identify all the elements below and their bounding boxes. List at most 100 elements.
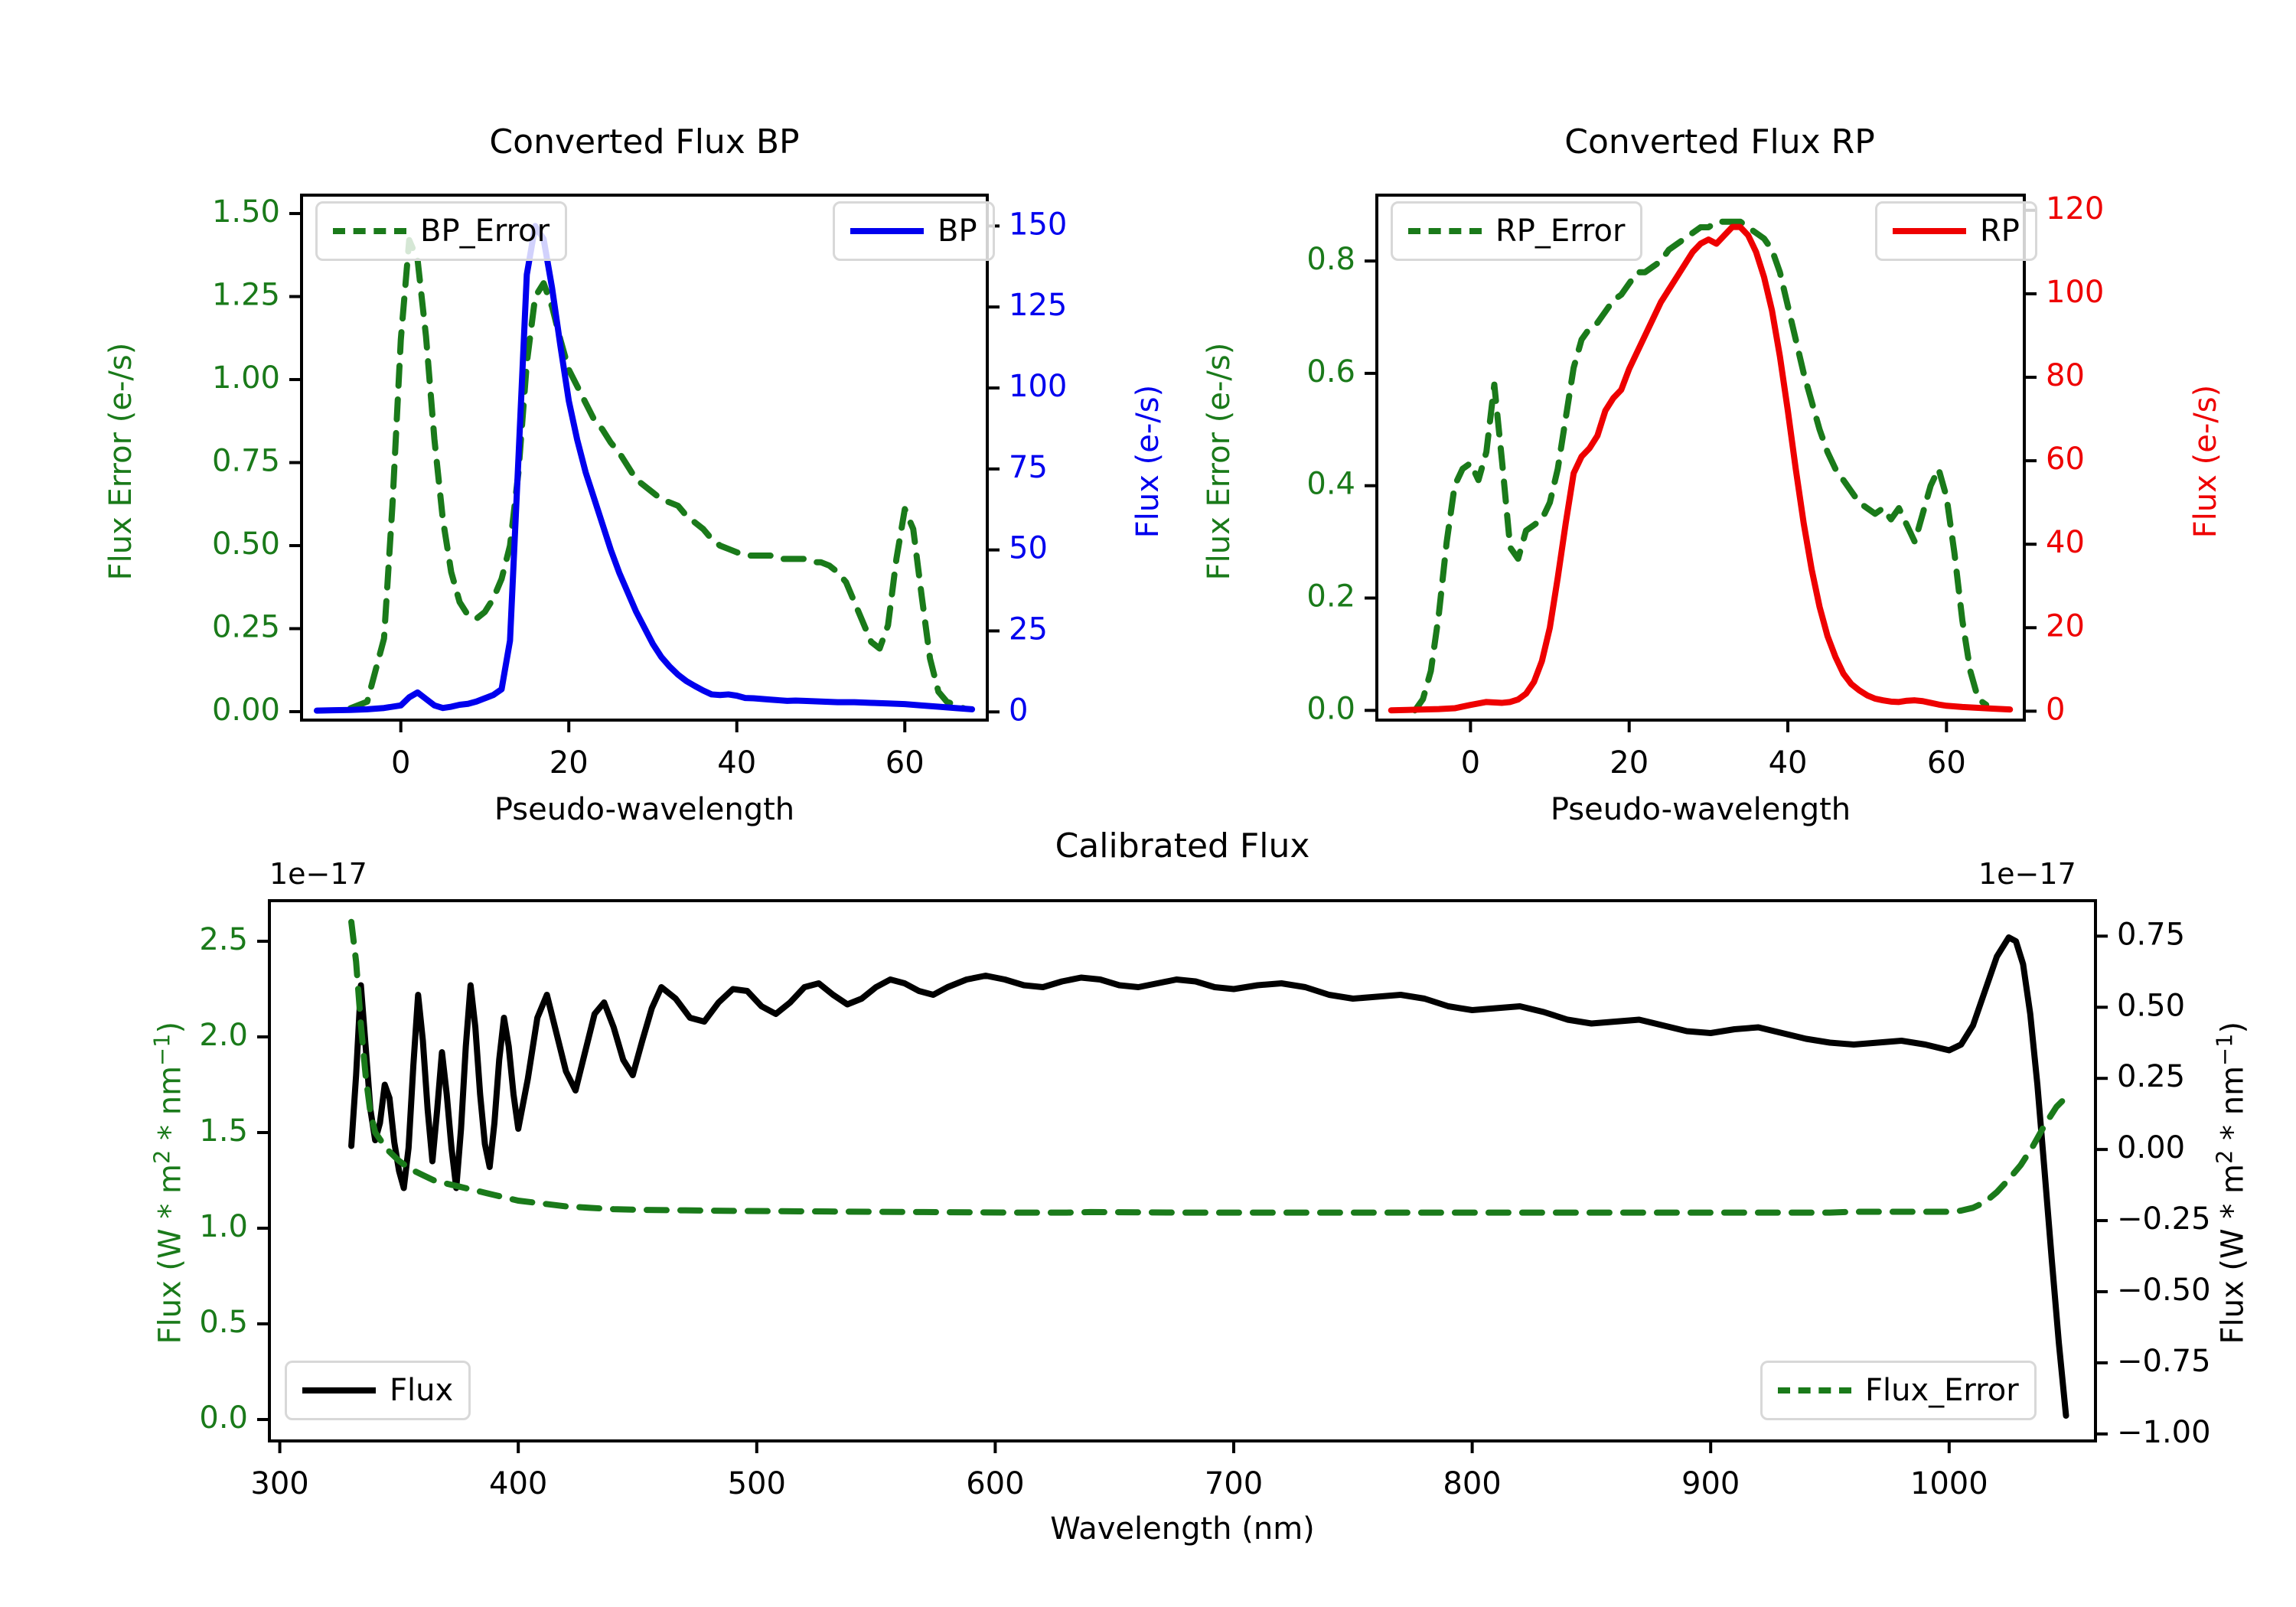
cal-title: Calibrated Flux [1055,826,1310,865]
cal-ylabel-right: Flux (W * m2 * nm−1) [2211,915,2250,1451]
y-tick-label-right: 125 [1009,288,1067,323]
y-tick-label-right: −0.25 [2117,1201,2211,1237]
series-bp-line [313,223,976,714]
y-tick-label-left: 0.25 [212,609,280,644]
x-tick-label: 40 [717,745,756,781]
series-bp-error-line [347,236,967,712]
y-tick-label-right: −0.50 [2117,1273,2211,1308]
x-tick-label: 60 [1927,745,1966,781]
y-tick-label-left: 0.0 [1306,691,1355,726]
x-tick-label: 500 [728,1466,786,1501]
y-tick-label-right: 0.00 [2117,1130,2185,1165]
cal-ylabel-left: Flux (W * m2 * nm−1) [148,915,188,1451]
cal-ylabel-left-post: ) [152,1021,188,1034]
rp-legend-flux[interactable]: RP [1875,201,2037,261]
y-tick-label-left: 1.50 [212,194,280,230]
bp-axes-frame [300,194,989,722]
cal-xlabel: Wavelength (nm) [1050,1511,1315,1547]
y-tick-label-right: 25 [1009,611,1048,647]
cal-ylabel-left-sup2: −1 [148,1033,175,1066]
y-tick-label-right: 80 [2046,358,2085,393]
y-tick-label-left: 2.0 [199,1018,248,1053]
y-tick-label-right: 75 [1009,450,1048,485]
y-tick-label-right: 0.50 [2117,988,2185,1023]
x-tick-label: 700 [1205,1466,1263,1501]
cal-flux-legend-swatch [302,1387,376,1393]
rp-axes-frame [1375,194,2026,722]
y-tick-label-right: 20 [2046,608,2085,644]
x-tick-label: 900 [1681,1466,1740,1501]
rp-error-legend-label: RP_Error [1495,214,1626,249]
cal-legend-flux[interactable]: Flux [285,1361,471,1420]
y-tick-label-right: 40 [2046,525,2085,560]
y-tick-label-right: 0.25 [2117,1059,2185,1094]
y-tick-label-left: 1.00 [212,360,280,396]
y-tick-label-left: 1.0 [199,1209,248,1244]
y-tick-label-right: 0 [1009,693,1028,728]
y-tick-label-right: 0.75 [2117,917,2185,952]
bp-legend-label: BP [938,214,977,249]
series-flux-error-line [348,918,2067,1216]
x-tick-label: 20 [1609,745,1649,781]
rp-xlabel: Pseudo-wavelength [1550,792,1851,827]
cal-ylabel-right-sup2: −1 [2211,1033,2238,1066]
y-tick-label-right: −0.75 [2117,1344,2211,1379]
cal-ylabel-left-sup1: 2 [148,1149,175,1165]
x-tick-label: 1000 [1910,1466,1988,1501]
x-tick-label: 400 [489,1466,547,1501]
x-tick-label: 0 [391,745,410,781]
x-tick-label: 300 [250,1466,308,1501]
series-rp-line [1388,223,2014,714]
cal-ylabel-right-post: ) [2215,1021,2251,1034]
y-tick-label-left: 0.6 [1306,354,1355,390]
cal-offset-left: 1e−17 [269,857,367,891]
rp-legend-error[interactable]: RP_Error [1391,201,1643,261]
x-tick-label: 0 [1461,745,1480,781]
y-tick-label-right: 120 [2046,191,2104,227]
y-tick-label-left: 0.00 [212,693,280,728]
cal-ylabel-left-mid: * nm [152,1065,188,1150]
y-tick-label-right: 0 [2046,692,2065,727]
cal-ylabel-right-sup1: 2 [2211,1149,2238,1165]
y-tick-label-right: 150 [1009,207,1067,242]
y-tick-label-right: −1.00 [2117,1415,2211,1450]
y-tick-label-left: 0.2 [1306,579,1355,614]
x-tick-label: 20 [550,745,589,781]
cal-flux-error-legend-swatch [1778,1387,1851,1393]
y-tick-label-left: 0.4 [1306,467,1355,502]
cal-ylabel-right-pre: Flux (W * m [2215,1164,2251,1345]
bp-error-legend-swatch [333,228,406,234]
rp-title: Converted Flux RP [1564,122,1875,161]
y-tick-label-left: 1.25 [212,278,280,313]
bp-legend-swatch [850,228,924,234]
x-tick-label: 40 [1769,745,1808,781]
y-tick-label-left: 2.5 [199,922,248,957]
cal-offset-right: 1e−17 [1978,857,2076,891]
y-tick-label-right: 50 [1009,531,1048,566]
cal-axes-frame [268,899,2097,1442]
bp-legend-flux[interactable]: BP [833,201,995,261]
y-tick-label-left: 0.5 [199,1305,248,1340]
x-tick-label: 800 [1443,1466,1501,1501]
y-tick-label-right: 100 [1009,369,1067,404]
bp-legend-error[interactable]: BP_Error [315,201,568,261]
cal-ylabel-left-pre: Flux (W * m [152,1164,188,1345]
x-tick-label: 600 [966,1466,1024,1501]
series-flux-line [348,934,2069,1419]
bp-title: Converted Flux BP [489,122,800,161]
y-tick-label-right: 100 [2046,275,2104,310]
y-tick-label-left: 1.5 [199,1113,248,1149]
cal-flux-error-legend-label: Flux_Error [1865,1373,2019,1408]
y-tick-label-left: 0.0 [199,1400,248,1436]
cal-legend-flux-error[interactable]: Flux_Error [1760,1361,2037,1420]
rp-legend-swatch [1893,228,1966,234]
rp-legend-label: RP [1980,214,2020,249]
y-tick-label-left: 0.8 [1306,242,1355,277]
y-tick-label-left: 0.50 [212,526,280,562]
cal-flux-legend-label: Flux [390,1373,454,1408]
series-rp-error-line [1411,218,1990,714]
